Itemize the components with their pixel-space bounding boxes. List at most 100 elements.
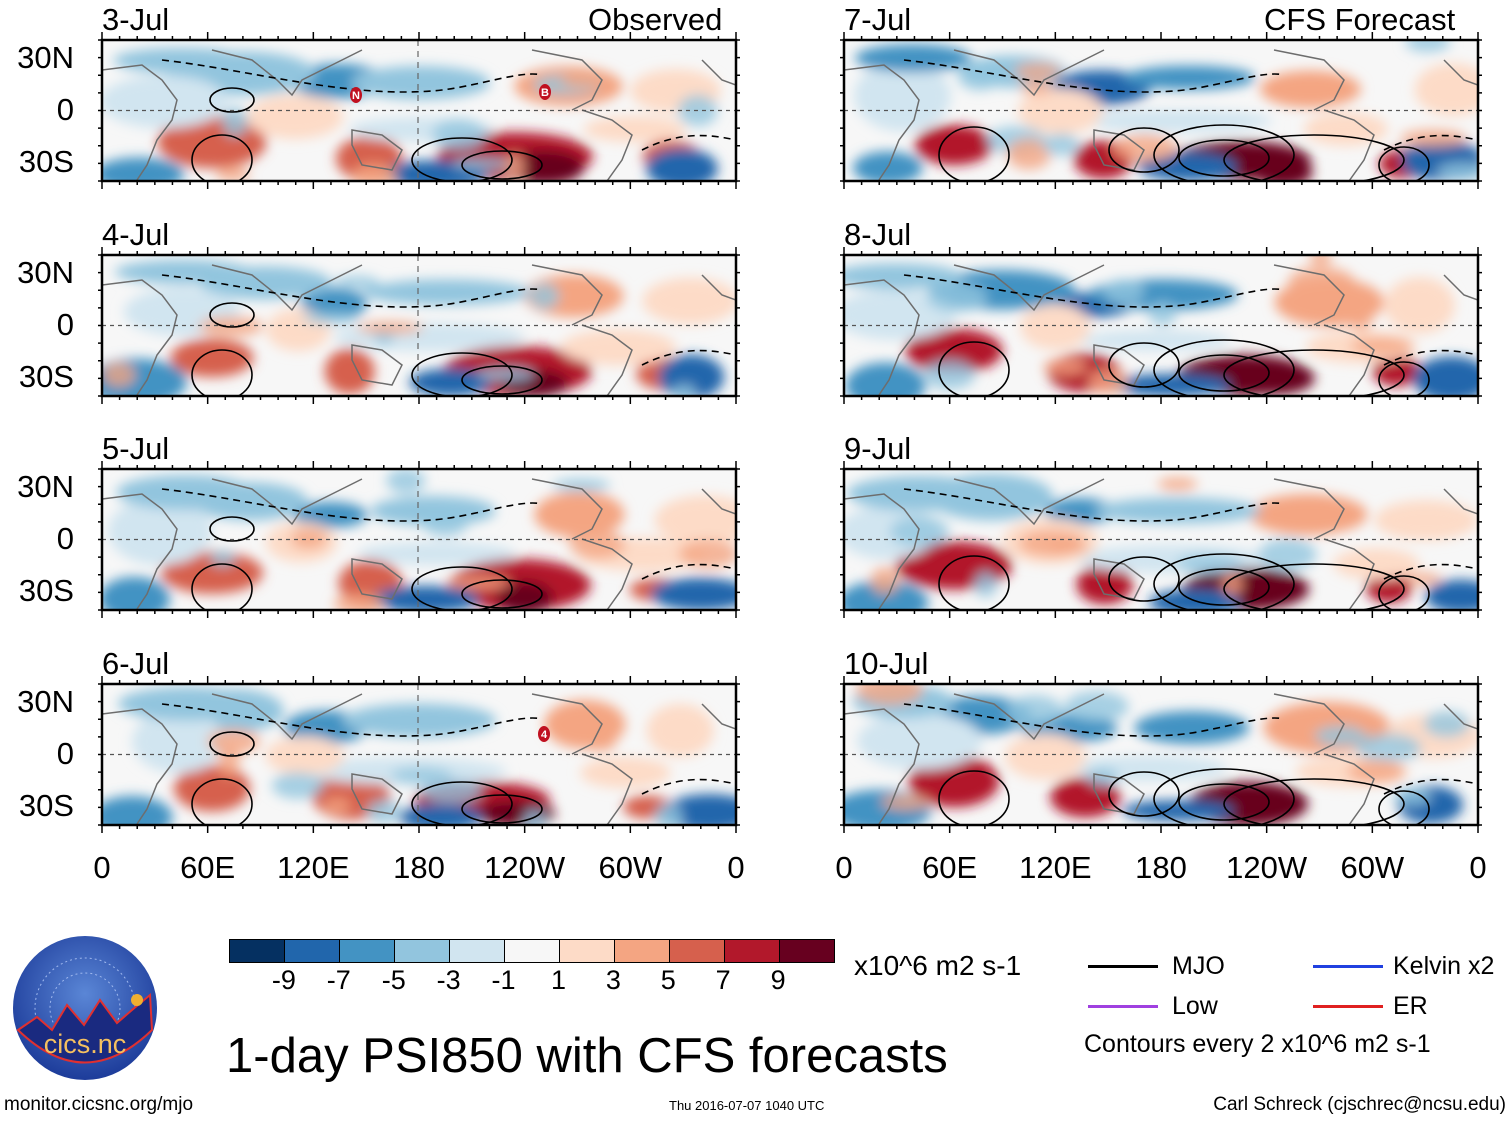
coastline (953, 478, 1105, 526)
anomaly-shading (584, 734, 617, 752)
anomaly-shading (914, 124, 994, 166)
anomaly-shading (1399, 129, 1467, 148)
mjo-contour-positive (1178, 354, 1270, 392)
colorbar-tick-label: 5 (660, 965, 676, 995)
anomaly-shading (1404, 572, 1442, 586)
latitude-label: 30N (17, 469, 74, 504)
longitude-label: 0 (93, 850, 111, 885)
mjo-contour-positive (1223, 563, 1405, 610)
anomaly-shading (1013, 63, 1062, 80)
anomaly-shading (654, 495, 736, 546)
anomaly-shading (957, 61, 1002, 91)
coastline (351, 129, 403, 171)
latitude-label: 0 (56, 92, 74, 127)
anomaly-shading (560, 73, 615, 89)
latitude-label: 30S (18, 144, 74, 179)
coastline (1093, 344, 1145, 386)
storm-label: N (352, 90, 360, 102)
mjo-contour-positive (1108, 342, 1180, 388)
anomaly-shading (1392, 787, 1432, 807)
map-panel-5-Jul (98, 461, 740, 618)
mjo-contour-positive (938, 770, 1010, 825)
anomaly-shading (658, 354, 725, 396)
anomaly-shading (853, 60, 951, 132)
anomaly-shading (923, 359, 976, 390)
anomaly-shading (1350, 337, 1414, 355)
anomaly-shading (221, 106, 248, 138)
mjo-contour-negative (641, 349, 736, 366)
colorbar-swatch (669, 940, 724, 962)
longitude-label: 120E (277, 850, 350, 885)
mjo-contour-positive (209, 87, 255, 113)
mjo-contour-positive (1223, 134, 1405, 181)
colorbar-tick-label: 3 (605, 965, 621, 995)
longitude-label: 120W (1226, 850, 1308, 885)
coastline (1323, 538, 1375, 610)
mjo-contour-positive (1378, 146, 1430, 181)
tropical-cyclone-icon (350, 87, 362, 103)
anomaly-shading (1110, 373, 1232, 396)
anomaly-shading (1148, 301, 1177, 326)
latitude-label: 30N (17, 255, 74, 290)
coastline (1443, 274, 1478, 301)
mjo-contour-positive (191, 563, 253, 610)
legend-low-label: Low (1172, 992, 1218, 1020)
mjo-contour-positive (191, 134, 253, 181)
longitude-label: 180 (1135, 850, 1187, 885)
anomaly-shading (1103, 279, 1145, 305)
coastline (701, 59, 736, 86)
legend-kelvin-line (1313, 965, 1383, 968)
anomaly-shading (159, 488, 188, 507)
anomaly-shading (503, 150, 585, 181)
anomaly-shading (1018, 530, 1085, 557)
anomaly-shading (671, 384, 697, 396)
anomaly-shading (102, 75, 228, 129)
panel-date: 8-Jul (844, 217, 912, 252)
latitude-label: 30S (18, 788, 74, 823)
colorbar-tick-label: -7 (326, 965, 351, 995)
anomaly-shading (302, 312, 360, 325)
footer-url[interactable]: monitor.cicsnc.org/mjo (4, 1094, 194, 1115)
mjo-contour-positive (461, 794, 543, 824)
anomaly-shading (1414, 63, 1478, 117)
mjo-contour-positive (1378, 361, 1430, 396)
anomaly-shading (1111, 134, 1178, 163)
latitude-label: 0 (56, 521, 74, 556)
coastline (351, 344, 403, 386)
latitude-label: 30S (18, 359, 74, 394)
colorbar-swatch (614, 940, 669, 962)
coastline (953, 49, 1105, 97)
coastline (581, 324, 633, 396)
longitude-label: 120E (1019, 850, 1092, 885)
coastline (1323, 109, 1375, 181)
anomaly-shading (265, 736, 345, 775)
colorbar-swatch (779, 940, 834, 962)
coastline (1273, 478, 1345, 540)
colorbar-tick-label: -9 (271, 965, 296, 995)
mjo-contour-positive (1108, 127, 1180, 173)
coastline (581, 538, 633, 610)
legend-mjo-label: MJO (1172, 952, 1225, 980)
mjo-contour-negative (641, 778, 736, 795)
figure-title: 1-day PSI850 with CFS forecasts (226, 1029, 948, 1083)
coastline (531, 693, 603, 755)
anomaly-shading (880, 794, 932, 811)
logo-text: cics.nc (44, 1029, 127, 1059)
colorbar-swatch (724, 940, 779, 962)
longitude-label: 60W (1340, 850, 1405, 885)
colorbar-swatch (559, 940, 614, 962)
latitude-label: 30N (17, 684, 74, 719)
colorbar-swatch (449, 940, 504, 962)
mjo-contour-positive (411, 352, 513, 396)
anomaly-shading (926, 282, 988, 313)
colorbar-tick-label: -5 (381, 965, 406, 995)
anomaly-shading (855, 684, 924, 706)
contour-note: Contours every 2 x10^6 m2 s-1 (1084, 1030, 1431, 1058)
panel-date: 4-Jul (102, 217, 170, 252)
storm-label: 4 (541, 729, 548, 741)
anomaly-shading (352, 163, 397, 181)
coastline (701, 488, 736, 515)
anomaly-shading (323, 797, 351, 815)
panel-date: 9-Jul (844, 431, 912, 466)
mjo-contour-positive (1178, 783, 1270, 821)
